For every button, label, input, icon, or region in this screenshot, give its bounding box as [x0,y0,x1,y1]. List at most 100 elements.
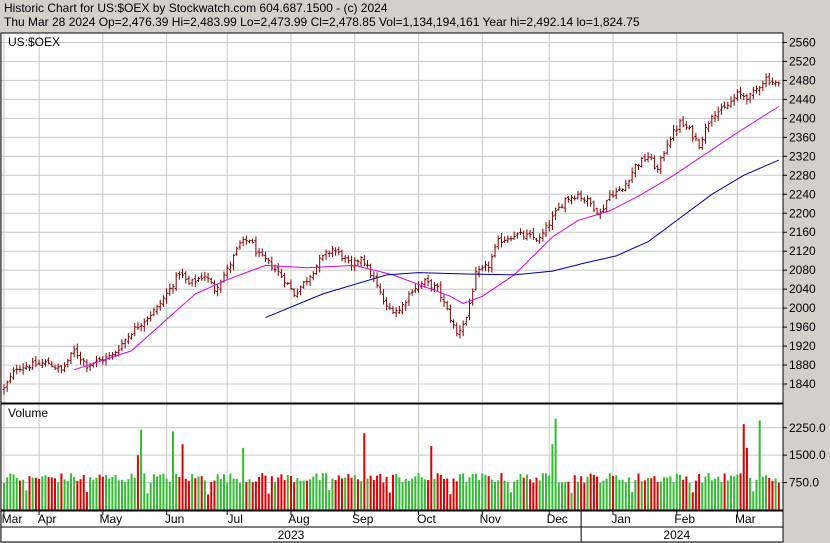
price-bar [283,272,287,288]
volume-bar [95,477,98,510]
volume-bar [293,482,296,510]
volume-bar [666,477,669,510]
volume-bar [347,474,350,510]
month-label: Dec [547,512,568,526]
volume-bar [366,478,369,510]
volume-bar [567,481,570,510]
month-label: Feb [674,512,695,526]
volume-bar [85,492,88,510]
volume-bar [580,476,583,510]
price-bar [248,239,252,244]
volume-bar [165,478,168,510]
volume-bar [554,418,557,510]
price-bar [589,197,593,207]
volume-bar [522,477,525,510]
price-bar [238,240,242,250]
price-bar [75,343,79,359]
price-bar [359,255,363,268]
volume-bar [449,494,452,510]
volume-bar [745,447,748,510]
price-tick-label: 1840 [789,377,816,391]
price-bar [123,338,127,349]
price-bar [353,257,357,272]
price-bar [340,249,344,262]
volume-bar [698,473,701,510]
price-bar [59,364,63,374]
price-bar [388,302,392,310]
volume-bar [436,473,439,510]
price-bar [528,230,532,239]
volume-bar [108,478,111,510]
price-bar [174,272,178,291]
volume-panel-frame [0,403,784,511]
price-bar [582,196,586,204]
volume-bar [494,482,497,510]
volume-bar [627,477,630,510]
volume-bar [487,476,490,510]
price-bar [56,363,60,373]
volume-bar [417,473,420,510]
volume-bar [79,479,82,510]
volume-bar [302,480,305,510]
price-bar [566,195,570,203]
moving-average-slow-line [265,159,779,319]
volume-bar [755,479,758,510]
price-bar [305,276,309,286]
price-bar [480,265,484,272]
price-bar [378,283,382,295]
volume-bar [704,476,707,510]
price-bar [410,289,414,296]
volume-bar [223,474,226,510]
price-bar [586,195,589,207]
price-bar [525,229,529,241]
volume-bar [663,477,666,510]
price-bar [547,220,551,232]
price-bar [662,150,666,162]
volume-bar [270,476,273,510]
price-bar [659,155,663,174]
price-bar [471,288,475,306]
price-bar [120,339,124,352]
volume-bar [529,479,532,510]
price-bar [314,264,318,275]
volume-bar [76,480,79,510]
price-bar [649,153,653,161]
volume-bar [761,476,764,510]
volume-bar [576,481,579,510]
volume-bar [589,473,592,510]
price-bar [334,247,338,256]
price-tick-label: 2080 [789,263,816,277]
price-bar [311,271,315,281]
price-bar [668,136,672,149]
volume-bar [599,482,602,510]
price-bar [754,85,758,94]
volume-bar [251,482,254,510]
price-bar [541,228,545,242]
price-bar [299,285,303,296]
price-bar [601,204,605,213]
volume-bar [672,482,675,510]
price-bar [50,360,54,368]
volume-bar [38,478,41,510]
price-panel-bg [1,33,783,403]
price-bar [487,261,491,273]
price-bar [570,194,574,205]
price-bar [145,316,149,326]
volume-bar [509,492,512,510]
price-bar [716,106,720,121]
volume-bar [82,474,85,510]
volume-bar [656,481,659,510]
price-bar [515,232,519,239]
volume-bar [213,480,216,510]
volume-bar [226,482,229,510]
price-bar [496,235,500,250]
volume-bar [321,473,324,510]
price-bar [184,271,188,284]
volume-bar [200,476,203,510]
price-bar [216,283,220,297]
volume-bar [98,474,101,510]
price-bar [69,352,73,365]
price-bar [493,243,497,258]
